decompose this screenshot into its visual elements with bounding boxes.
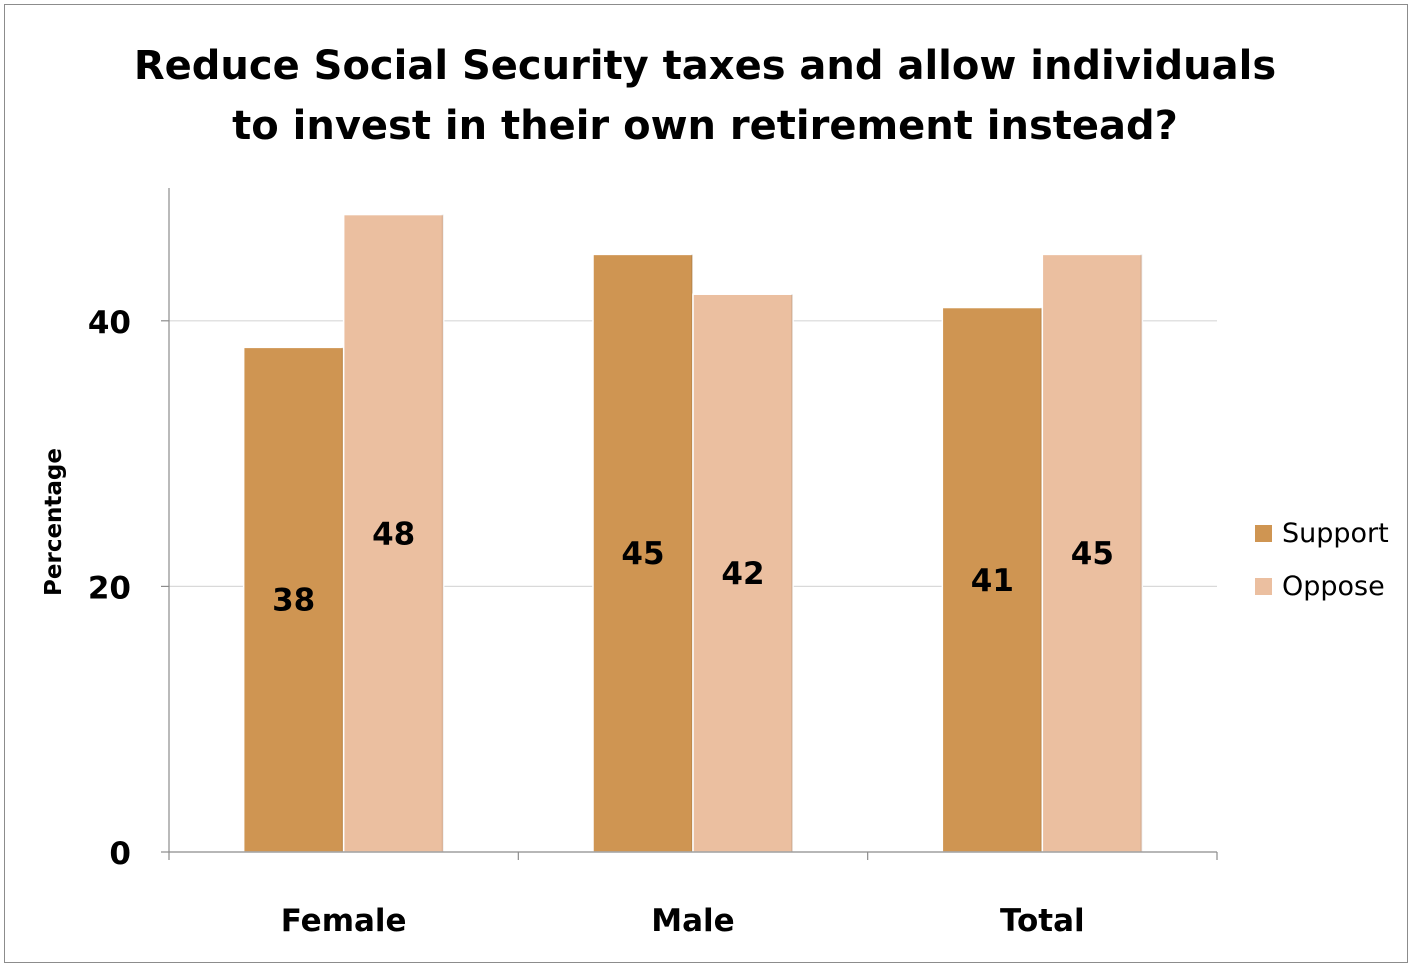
bar-shade-support-total — [1040, 307, 1043, 852]
data-label-oppose-female: 48 — [372, 516, 415, 552]
bar-oppose-total — [1041, 253, 1144, 853]
bar-support-total — [941, 306, 1044, 853]
bar-shade-support-male — [691, 254, 693, 852]
bar-oppose-female — [342, 213, 445, 853]
x-tick-label-female: Female — [281, 903, 407, 939]
y-tick-label-40: 40 — [88, 305, 131, 341]
bar-oppose-male — [692, 293, 794, 853]
bars — [242, 213, 1144, 853]
bar-support-male — [592, 253, 694, 853]
x-tick-label-total: Total — [1000, 903, 1085, 939]
y-tick-label-20: 20 — [88, 570, 131, 606]
bar-shade-oppose-female — [441, 214, 444, 852]
data-label-oppose-male: 42 — [721, 556, 764, 592]
bar-shade-oppose-male — [791, 294, 793, 852]
bar-shade-oppose-total — [1140, 254, 1143, 852]
data-label-support-female: 38 — [272, 583, 315, 619]
axes: 0 20 40 Female Male Total — [88, 188, 1218, 939]
data-labels: 38 48 45 42 41 45 — [272, 516, 1114, 618]
legend-label-oppose: Oppose — [1282, 571, 1385, 602]
y-tick-label-0: 0 — [109, 836, 131, 872]
data-label-support-male: 45 — [621, 536, 664, 572]
bar-support-female — [242, 346, 345, 853]
chart-title-line-2: to invest in their own retirement instea… — [232, 103, 1178, 149]
data-label-oppose-total: 45 — [1071, 536, 1114, 572]
x-tick-label-male: Male — [651, 903, 734, 939]
chart-svg: Reduce Social Security taxes and allow i… — [41, 43, 1389, 939]
chart-title-line-1: Reduce Social Security taxes and allow i… — [134, 43, 1276, 89]
data-label-support-total: 41 — [971, 563, 1014, 599]
y-axis-label: Percentage — [41, 448, 67, 596]
bar-shade-support-female — [341, 347, 344, 852]
legend: Support Oppose — [1255, 518, 1389, 602]
legend-swatch-oppose — [1255, 578, 1272, 595]
chart-frame: Reduce Social Security taxes and allow i… — [4, 4, 1408, 963]
legend-swatch-support — [1255, 525, 1272, 542]
legend-label-support: Support — [1282, 518, 1389, 549]
